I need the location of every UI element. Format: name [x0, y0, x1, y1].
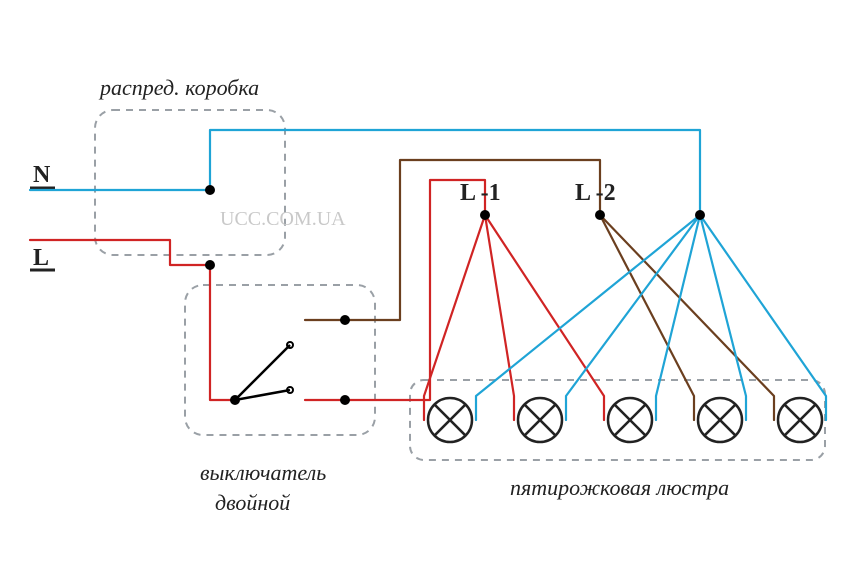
label-chandelier: пятирожковая люстра — [510, 475, 729, 500]
junction-L — [205, 260, 215, 270]
junction-box — [95, 110, 285, 255]
wire-red-L1 — [345, 180, 485, 400]
label-N: N — [33, 162, 51, 188]
node-L1 — [480, 210, 490, 220]
junction-N — [205, 185, 215, 195]
wire-N-bus — [210, 130, 700, 215]
label-switch-1: выключатель — [200, 460, 326, 485]
lamp-1 — [428, 398, 472, 442]
lamp-3 — [608, 398, 652, 442]
label-L: L — [33, 245, 49, 271]
wire-L2-to-lamp5 — [600, 215, 774, 420]
label-switch-2: двойной — [215, 490, 290, 515]
wire-L-in — [30, 240, 210, 265]
switch-term-1 — [340, 315, 350, 325]
switch-term-2 — [340, 395, 350, 405]
label-junction-box: распред. коробка — [98, 75, 259, 100]
lamp-2 — [518, 398, 562, 442]
switch-common — [230, 395, 240, 405]
wire-N-to-lamp5 — [700, 215, 826, 420]
lamp-4 — [698, 398, 742, 442]
wire-N-to-lamp4 — [700, 215, 746, 420]
wire-N-to-lamp1 — [476, 215, 700, 420]
node-N-top — [695, 210, 705, 220]
wire-L1-to-lamp3 — [485, 215, 604, 420]
lamp-5 — [778, 398, 822, 442]
wire-L1-to-lamp2 — [485, 215, 514, 420]
wire-L1-to-lamp1 — [424, 215, 485, 420]
node-L2 — [595, 210, 605, 220]
label-L2: L -2 — [575, 180, 616, 206]
wiring-diagram: UCC.COM.UA N Lраспред. коробка L -1 L -2 выкл… — [0, 0, 851, 588]
switch-box — [185, 285, 375, 435]
wire-L2-to-lamp4 — [600, 215, 694, 420]
wire-N-to-lamp2 — [566, 215, 700, 420]
label-L1: L -1 — [460, 180, 501, 206]
watermark: UCC.COM.UA — [220, 208, 346, 230]
